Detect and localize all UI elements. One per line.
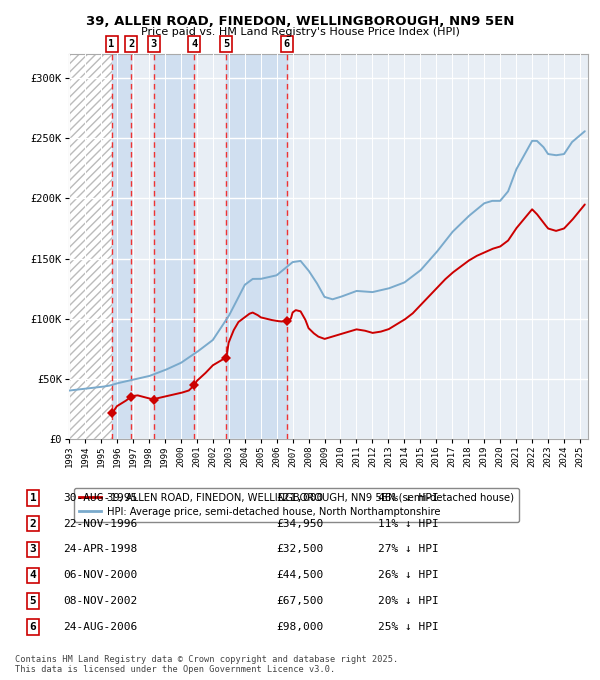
Text: Price paid vs. HM Land Registry's House Price Index (HPI): Price paid vs. HM Land Registry's House …	[140, 27, 460, 37]
Text: 27% ↓ HPI: 27% ↓ HPI	[378, 545, 439, 554]
Text: £98,000: £98,000	[276, 622, 323, 632]
Text: 30-AUG-1995: 30-AUG-1995	[63, 493, 137, 503]
Text: £67,500: £67,500	[276, 596, 323, 606]
Text: Contains HM Land Registry data © Crown copyright and database right 2025.: Contains HM Land Registry data © Crown c…	[15, 656, 398, 664]
Text: 3: 3	[151, 39, 157, 49]
Text: £34,950: £34,950	[276, 519, 323, 528]
Text: 2: 2	[29, 519, 37, 528]
Text: 25% ↓ HPI: 25% ↓ HPI	[378, 622, 439, 632]
Text: 11% ↓ HPI: 11% ↓ HPI	[378, 519, 439, 528]
Text: 08-NOV-2002: 08-NOV-2002	[63, 596, 137, 606]
Text: 20% ↓ HPI: 20% ↓ HPI	[378, 596, 439, 606]
Text: 24-AUG-2006: 24-AUG-2006	[63, 622, 137, 632]
Text: 4: 4	[191, 39, 197, 49]
Text: 6: 6	[284, 39, 290, 49]
Bar	[112, 54, 131, 439]
Text: 1: 1	[109, 39, 115, 49]
Bar	[154, 54, 194, 439]
Bar	[226, 54, 287, 439]
Text: 2: 2	[128, 39, 134, 49]
Bar	[69, 54, 112, 439]
Text: 5: 5	[29, 596, 37, 606]
Text: £21,000: £21,000	[276, 493, 323, 503]
Text: £32,500: £32,500	[276, 545, 323, 554]
Text: £44,500: £44,500	[276, 571, 323, 580]
Bar	[69, 54, 112, 439]
Text: 39, ALLEN ROAD, FINEDON, WELLINGBOROUGH, NN9 5EN: 39, ALLEN ROAD, FINEDON, WELLINGBOROUGH,…	[86, 15, 514, 28]
Text: 46% ↓ HPI: 46% ↓ HPI	[378, 493, 439, 503]
Legend: 39, ALLEN ROAD, FINEDON, WELLINGBOROUGH, NN9 5EN (semi-detached house), HPI: Ave: 39, ALLEN ROAD, FINEDON, WELLINGBOROUGH,…	[74, 488, 519, 522]
Text: This data is licensed under the Open Government Licence v3.0.: This data is licensed under the Open Gov…	[15, 665, 335, 674]
Text: 26% ↓ HPI: 26% ↓ HPI	[378, 571, 439, 580]
Text: 06-NOV-2000: 06-NOV-2000	[63, 571, 137, 580]
Text: 22-NOV-1996: 22-NOV-1996	[63, 519, 137, 528]
Text: 1: 1	[29, 493, 37, 503]
Text: 24-APR-1998: 24-APR-1998	[63, 545, 137, 554]
Text: 6: 6	[29, 622, 37, 632]
Text: 4: 4	[29, 571, 37, 580]
Text: 3: 3	[29, 545, 37, 554]
Text: 5: 5	[223, 39, 229, 49]
